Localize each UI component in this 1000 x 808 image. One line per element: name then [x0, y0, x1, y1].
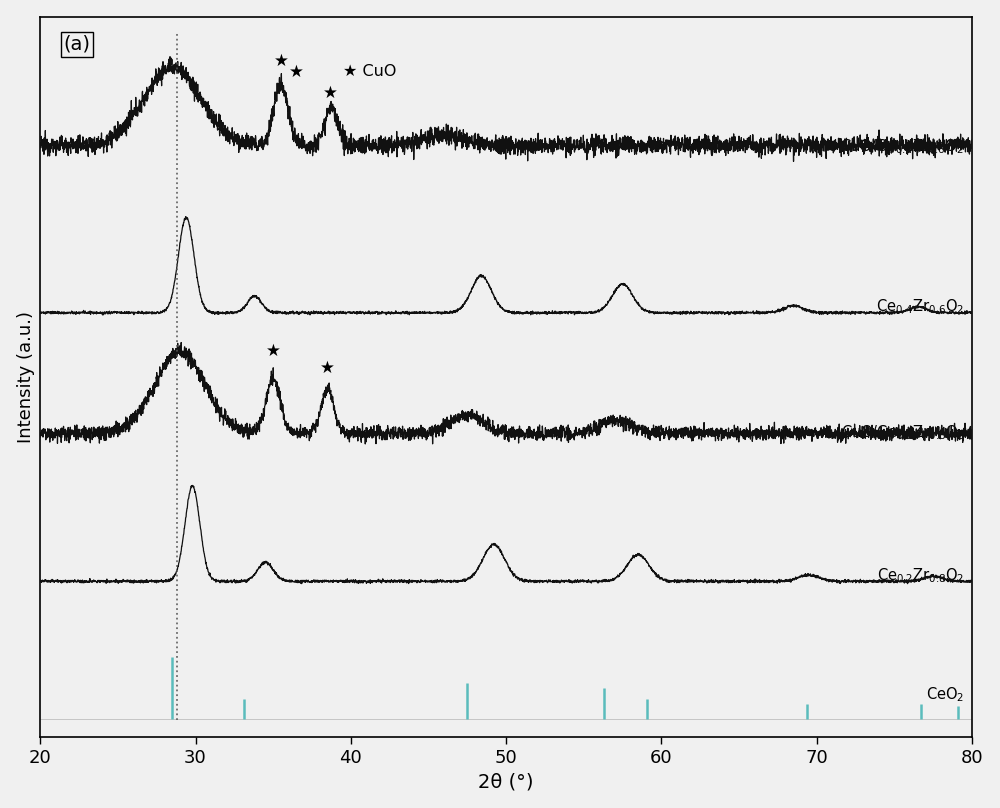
- Text: ★: ★: [323, 84, 338, 102]
- X-axis label: 2θ (°): 2θ (°): [478, 772, 534, 791]
- Text: CeO$_2$: CeO$_2$: [926, 685, 964, 704]
- Text: CuO/Ce$_{0.4}$Zr$_{0.6}$O$_2$: CuO/Ce$_{0.4}$Zr$_{0.6}$O$_2$: [840, 137, 964, 157]
- Text: Ce$_{0.4}$Zr$_{0.6}$O$_2$: Ce$_{0.4}$Zr$_{0.6}$O$_2$: [876, 297, 964, 317]
- Text: ★ CuO: ★ CuO: [343, 64, 396, 79]
- Text: ★: ★: [266, 342, 281, 360]
- Text: ★: ★: [273, 53, 288, 70]
- Y-axis label: Intensity (a.u.): Intensity (a.u.): [17, 311, 35, 443]
- Text: ★: ★: [320, 359, 335, 377]
- Text: CuO/Ce$_{0.2}$Zr$_{0.8}$O$_2$: CuO/Ce$_{0.2}$Zr$_{0.8}$O$_2$: [841, 423, 964, 442]
- Text: ★: ★: [289, 62, 304, 81]
- Text: Ce$_{0.2}$Zr$_{0.8}$O$_2$: Ce$_{0.2}$Zr$_{0.8}$O$_2$: [877, 566, 964, 585]
- Text: (a): (a): [64, 35, 91, 53]
